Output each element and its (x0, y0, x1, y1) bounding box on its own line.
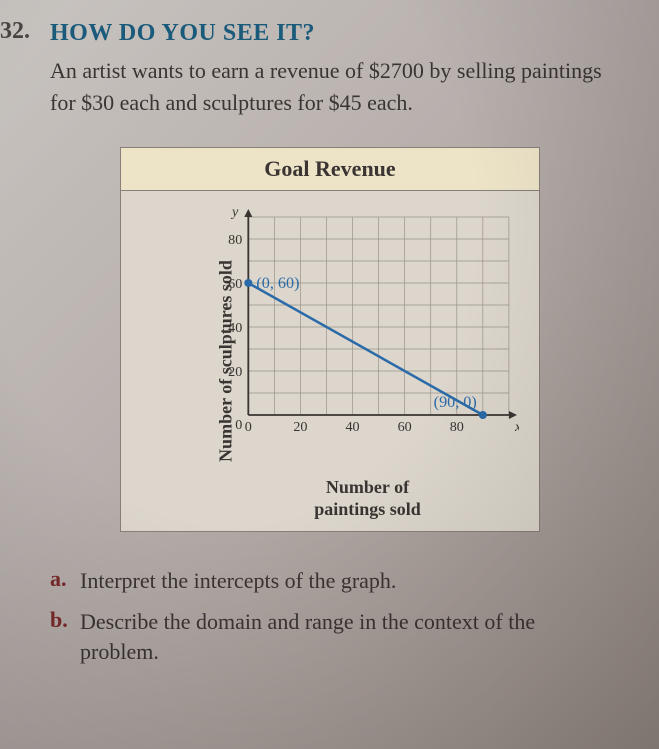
subpart-a-label: a. (50, 566, 80, 597)
svg-text:60: 60 (228, 276, 242, 292)
x-axis-label-line2: paintings sold (216, 498, 519, 521)
subpart-b-text: Describe the domain and range in the con… (80, 607, 609, 669)
subpart-b-label: b. (50, 607, 80, 669)
chart-title: Goal Revenue (121, 148, 539, 191)
chart-body: Number of sculptures sold yx020406080020… (121, 191, 539, 531)
svg-text:20: 20 (228, 364, 242, 380)
page: 32. HOW DO YOU SEE IT? An artist wants t… (0, 0, 659, 698)
svg-text:20: 20 (293, 419, 307, 435)
svg-text:0: 0 (235, 417, 242, 433)
svg-text:40: 40 (345, 419, 359, 435)
svg-text:40: 40 (228, 320, 242, 336)
subparts: a. Interpret the intercepts of the graph… (50, 566, 629, 668)
x-axis-label-line1: Number of (216, 476, 519, 499)
svg-text:(0, 60): (0, 60) (256, 275, 299, 292)
question-heading: HOW DO YOU SEE IT? (50, 20, 629, 47)
question-number: 32. (0, 18, 30, 45)
plot-area: y x 0 20 40 60 80 0 20 40 60 80 (0, 60) (90, 0) (216, 205, 519, 443)
subpart-a: a. Interpret the intercepts of the graph… (50, 566, 609, 597)
question-prompt: An artist wants to earn a revenue of $27… (50, 55, 629, 119)
svg-text:x: x (514, 419, 519, 435)
chart-svg: y x 0 20 40 60 80 0 20 40 60 80 (0, 60) (90, 0) (216, 205, 519, 443)
chart-container: Goal Revenue Number of sculptures sold y… (120, 147, 540, 532)
subpart-a-text: Interpret the intercepts of the graph. (80, 566, 396, 597)
svg-text:0: 0 (245, 419, 252, 435)
svg-text:60: 60 (398, 419, 412, 435)
svg-text:80: 80 (450, 419, 464, 435)
subpart-b: b. Describe the domain and range in the … (50, 607, 609, 669)
svg-text:(90, 0): (90, 0) (434, 394, 477, 411)
svg-text:y: y (230, 205, 239, 220)
svg-text:80: 80 (228, 232, 242, 248)
x-axis-label: Number of paintings sold (216, 476, 519, 521)
